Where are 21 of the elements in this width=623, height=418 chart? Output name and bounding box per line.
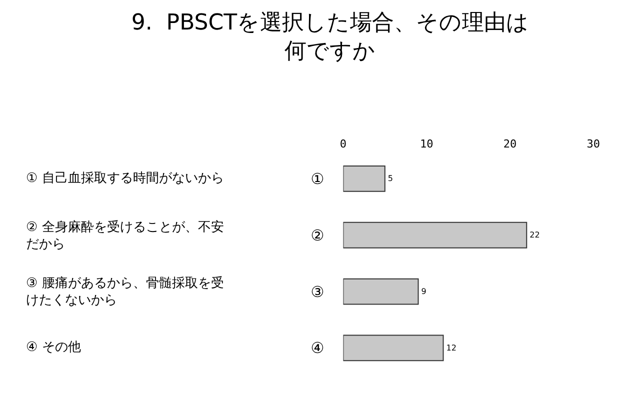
y-tick-label: ④ [310,339,324,358]
text: ④ その他 [26,340,81,355]
chart-title: 9. PBSCTを選択した場合、その理由は何ですか [131,10,530,64]
text: ③ 腰痛があるから、骨髄採取を受けたくないから [26,276,224,308]
y-tick-label: ② [310,226,324,244]
x-tick-label: 30 [586,137,600,150]
x-tick-label: 10 [420,137,434,150]
bar [343,278,419,305]
x-tick-label: 0 [340,137,347,150]
bar [343,222,528,248]
y-tick-label: ① [310,170,324,188]
bar [343,166,386,192]
data-label: 5 [388,174,393,184]
data-label: 12 [446,343,456,352]
data-label: 9 [421,287,426,296]
text: ① 自己血採取する時間がないから [26,171,224,186]
text: ② 全身麻酔を受けることが、不安だから [26,219,224,252]
x-tick-label: 20 [503,137,517,150]
bar [343,334,444,362]
data-label: 22 [530,230,540,240]
y-tick-label: ③ [310,282,324,301]
